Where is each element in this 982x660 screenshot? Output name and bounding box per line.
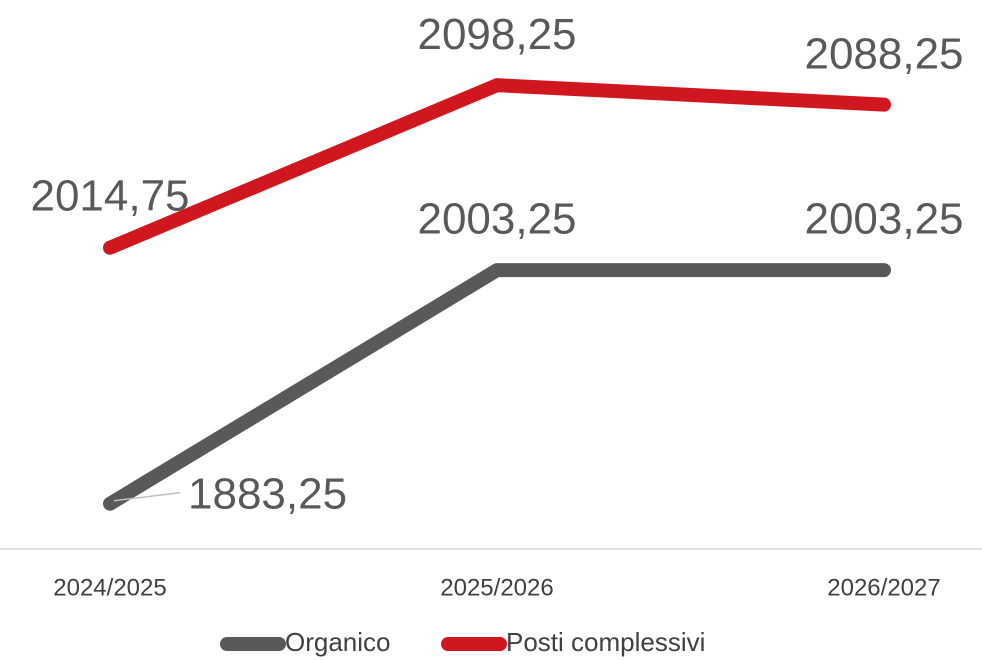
x-tick-label: 2025/2026: [440, 574, 553, 601]
series-line: [103, 78, 891, 255]
series-line: [103, 263, 891, 511]
legend-label: Organico: [285, 627, 391, 657]
data-label: 1883,25: [188, 469, 347, 518]
x-tick-label: 2024/2025: [53, 574, 166, 601]
leader-line: [113, 491, 181, 502]
data-label: 2003,25: [417, 195, 576, 244]
data-label: 2014,75: [30, 171, 189, 220]
legend-label: Posti complessivi: [506, 627, 705, 657]
data-label: 2088,25: [804, 29, 963, 78]
data-label: 2098,25: [417, 10, 576, 59]
x-tick-label: 2026/2027: [827, 574, 940, 601]
data-label: 2003,25: [804, 195, 963, 244]
